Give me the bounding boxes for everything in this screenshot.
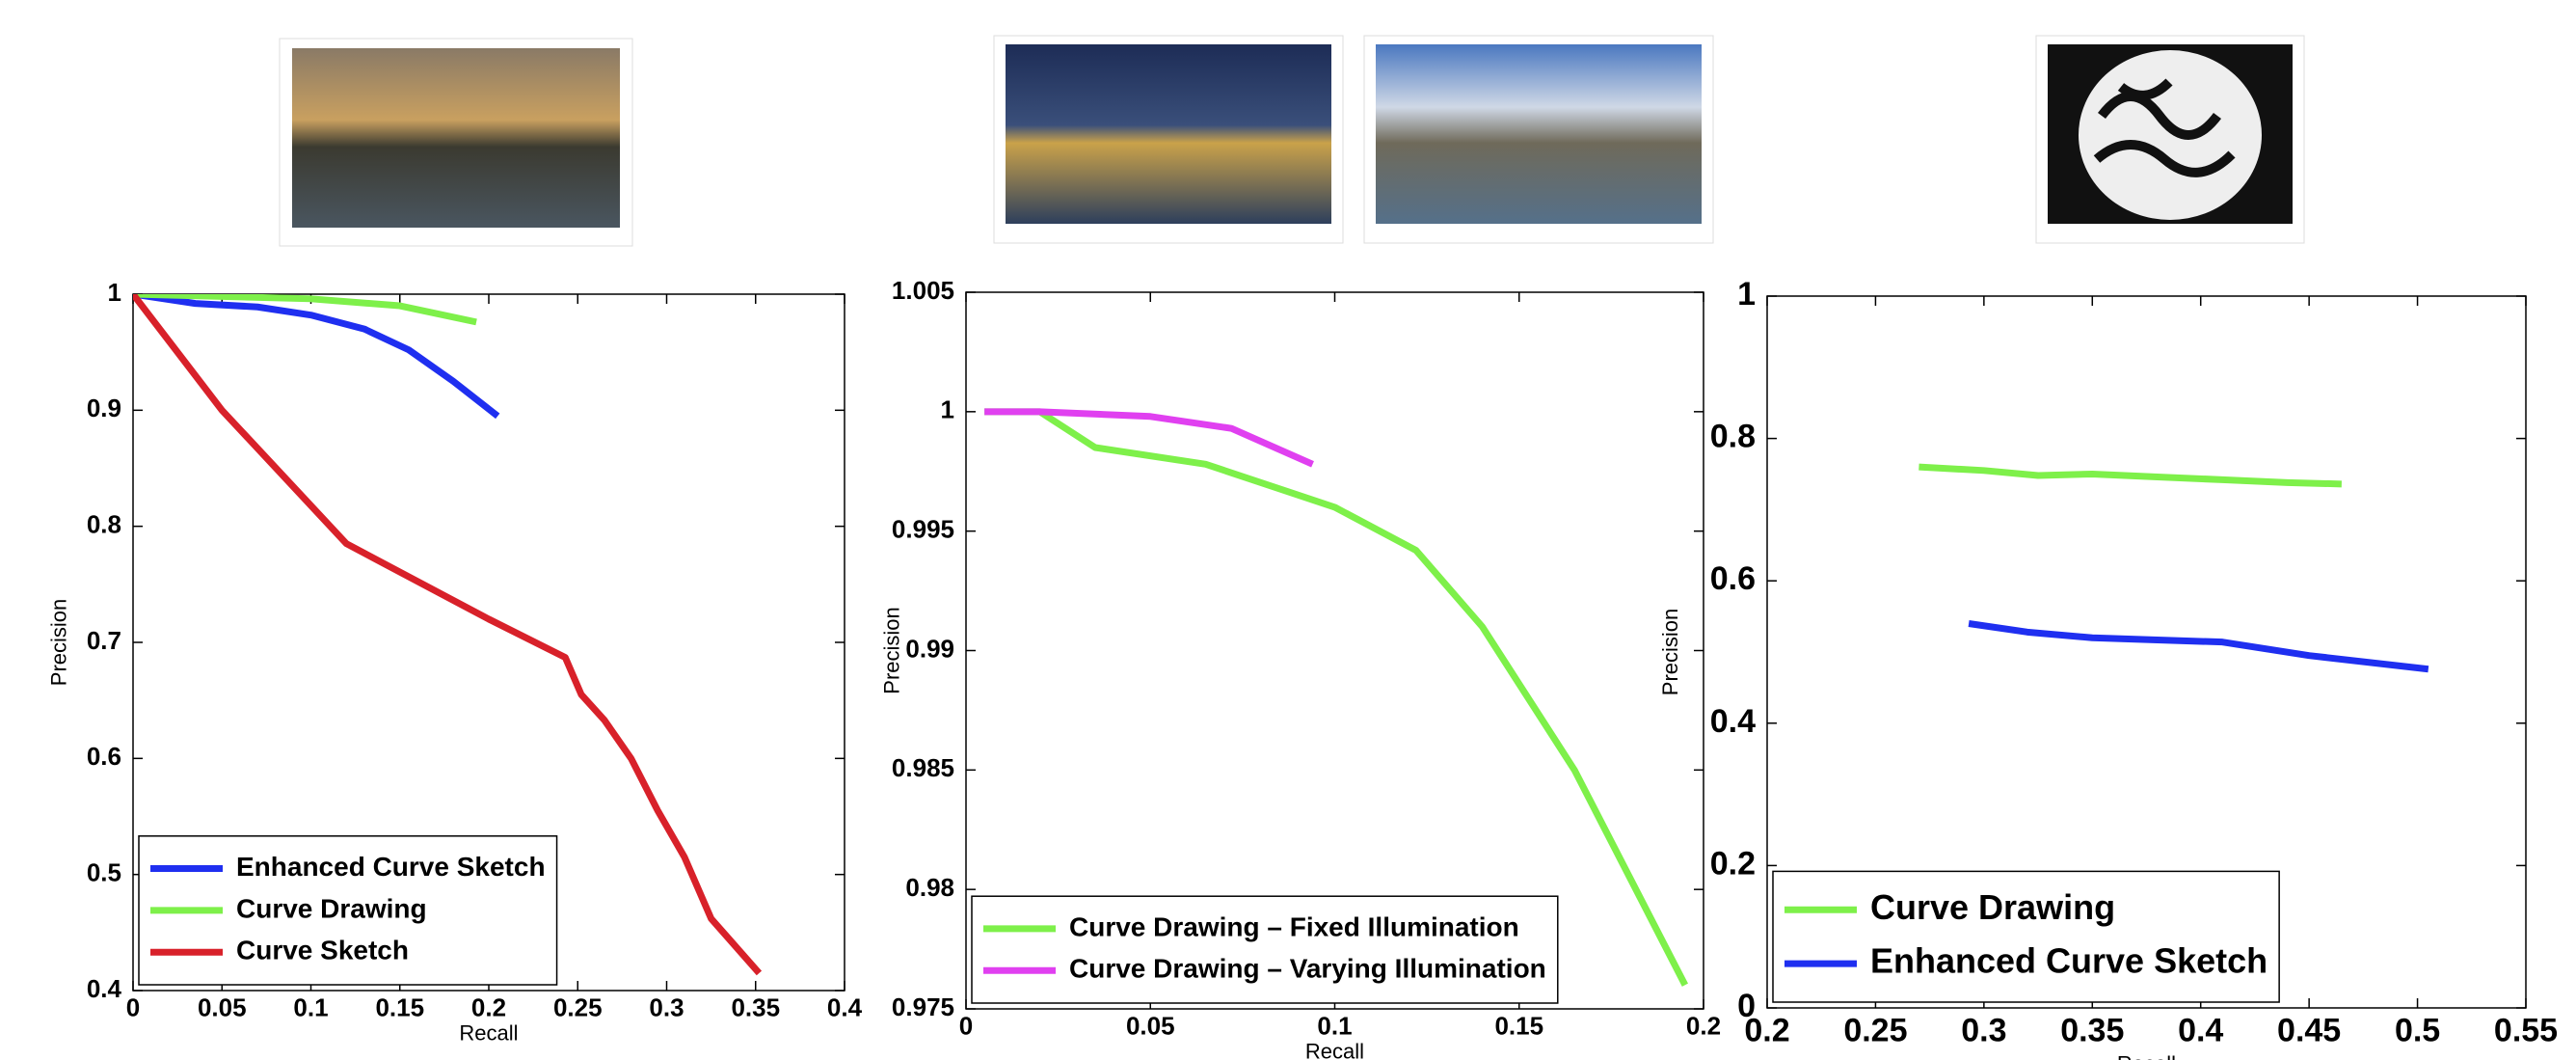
x-tick-label: 0.25 <box>553 992 603 1021</box>
y-axis-label: Precision <box>1658 609 1682 695</box>
x-tick-label: 0.35 <box>731 992 780 1021</box>
photo <box>2036 36 2304 243</box>
y-tick-label: 0.995 <box>892 515 954 544</box>
photo <box>280 39 632 246</box>
y-axis-label: Precision <box>46 599 70 686</box>
x-tick-label: 0.55 <box>2494 1012 2558 1048</box>
x-tick-label: 0.05 <box>198 992 247 1021</box>
y-tick-label: 0.99 <box>905 634 954 663</box>
x-tick-label: 0.35 <box>2060 1012 2124 1048</box>
legend-label: Curve Drawing <box>236 893 427 923</box>
x-tick-label: 0.25 <box>1843 1012 1907 1048</box>
y-tick-label: 0.9 <box>87 394 121 422</box>
chart: 0 0.05 0.1 0.15 0.2 0.25 0.3 0.35 0.4 0.4 0.5 0.6 0.… <box>46 278 862 1045</box>
data-line <box>1919 467 2341 484</box>
y-tick-label: 1 <box>941 395 954 424</box>
y-tick-label: 0.5 <box>87 858 121 887</box>
x-tick-label: 0.05 <box>1126 1011 1175 1040</box>
chart: 0 0.05 0.1 0.15 0.2 0.975 0.98 0.985 0.99 0.995 1 1… <box>879 276 1721 1060</box>
legend-label: Curve Drawing – Fixed Illumination <box>1069 911 1519 941</box>
y-axis-label: Precision <box>879 607 903 693</box>
y-tick-label: 0.985 <box>892 753 954 782</box>
chart: 0.2 0.25 0.3 0.35 0.4 0.45 0.5 0.55 0 0.2 0.4 0.6 0.… <box>1658 276 2558 1060</box>
y-tick-label: 0 <box>1737 988 1756 1024</box>
x-axis-label: Recall <box>459 1020 518 1045</box>
x-axis-label: Recall <box>2117 1051 2176 1060</box>
figure: 00.050.10.150.20.250.30.350.40.40.50.60.… <box>0 0 2576 1060</box>
y-tick-label: 0.8 <box>1710 419 1756 455</box>
legend-label: Enhanced Curve Sketch <box>1870 941 2267 981</box>
photo <box>994 36 1343 243</box>
y-tick-label: 0.975 <box>892 992 954 1021</box>
legend-label: Curve Drawing – Varying Illumination <box>1069 954 1546 984</box>
y-tick-label: 1 <box>108 278 121 307</box>
y-tick-label: 0.6 <box>87 742 121 771</box>
y-tick-label: 0.6 <box>1710 560 1756 597</box>
y-tick-label: 0.7 <box>87 626 121 655</box>
y-tick-label: 1.005 <box>892 276 954 305</box>
x-axis-label: Recall <box>1305 1039 1364 1060</box>
legend: Curve Drawing Enhanced Curve Sketch <box>1773 871 2279 1002</box>
x-tick-label: 0.4 <box>827 992 863 1021</box>
y-tick-label: 1 <box>1737 276 1756 313</box>
x-tick-label: 0.15 <box>1494 1011 1543 1040</box>
x-tick-label: 0.45 <box>2277 1012 2341 1048</box>
legend: Enhanced Curve Sketch Curve Drawing Curve … <box>139 836 557 985</box>
x-tick-label: 0.1 <box>1317 1011 1352 1040</box>
y-tick-label: 0.2 <box>1710 845 1756 882</box>
x-tick-label: 0.4 <box>2178 1012 2223 1048</box>
y-tick-label: 0.4 <box>87 974 122 1003</box>
x-tick-label: 0.5 <box>2395 1012 2440 1048</box>
x-tick-label: 0 <box>959 1011 973 1040</box>
legend: Curve Drawing – Fixed Illumination Curve … <box>972 896 1558 1003</box>
legend-label: Enhanced Curve Sketch <box>236 852 546 882</box>
data-line <box>133 294 476 322</box>
legend-label: Curve Drawing <box>1870 887 2115 927</box>
legend-label: Curve Sketch <box>236 936 409 965</box>
plot-area <box>1919 467 2428 669</box>
x-tick-label: 0 <box>126 992 140 1021</box>
x-tick-label: 0.2 <box>1686 1011 1721 1040</box>
x-tick-label: 0.2 <box>471 992 506 1021</box>
x-tick-label: 0.3 <box>1961 1012 2006 1048</box>
y-tick-label: 0.4 <box>1710 703 1756 740</box>
x-tick-label: 0.3 <box>649 992 684 1021</box>
y-tick-label: 0.98 <box>905 873 954 902</box>
x-tick-label: 0.15 <box>375 992 424 1021</box>
photo <box>1364 36 1713 243</box>
y-tick-label: 0.8 <box>87 510 121 539</box>
data-line <box>1969 623 2428 668</box>
x-tick-label: 0.1 <box>293 992 328 1021</box>
